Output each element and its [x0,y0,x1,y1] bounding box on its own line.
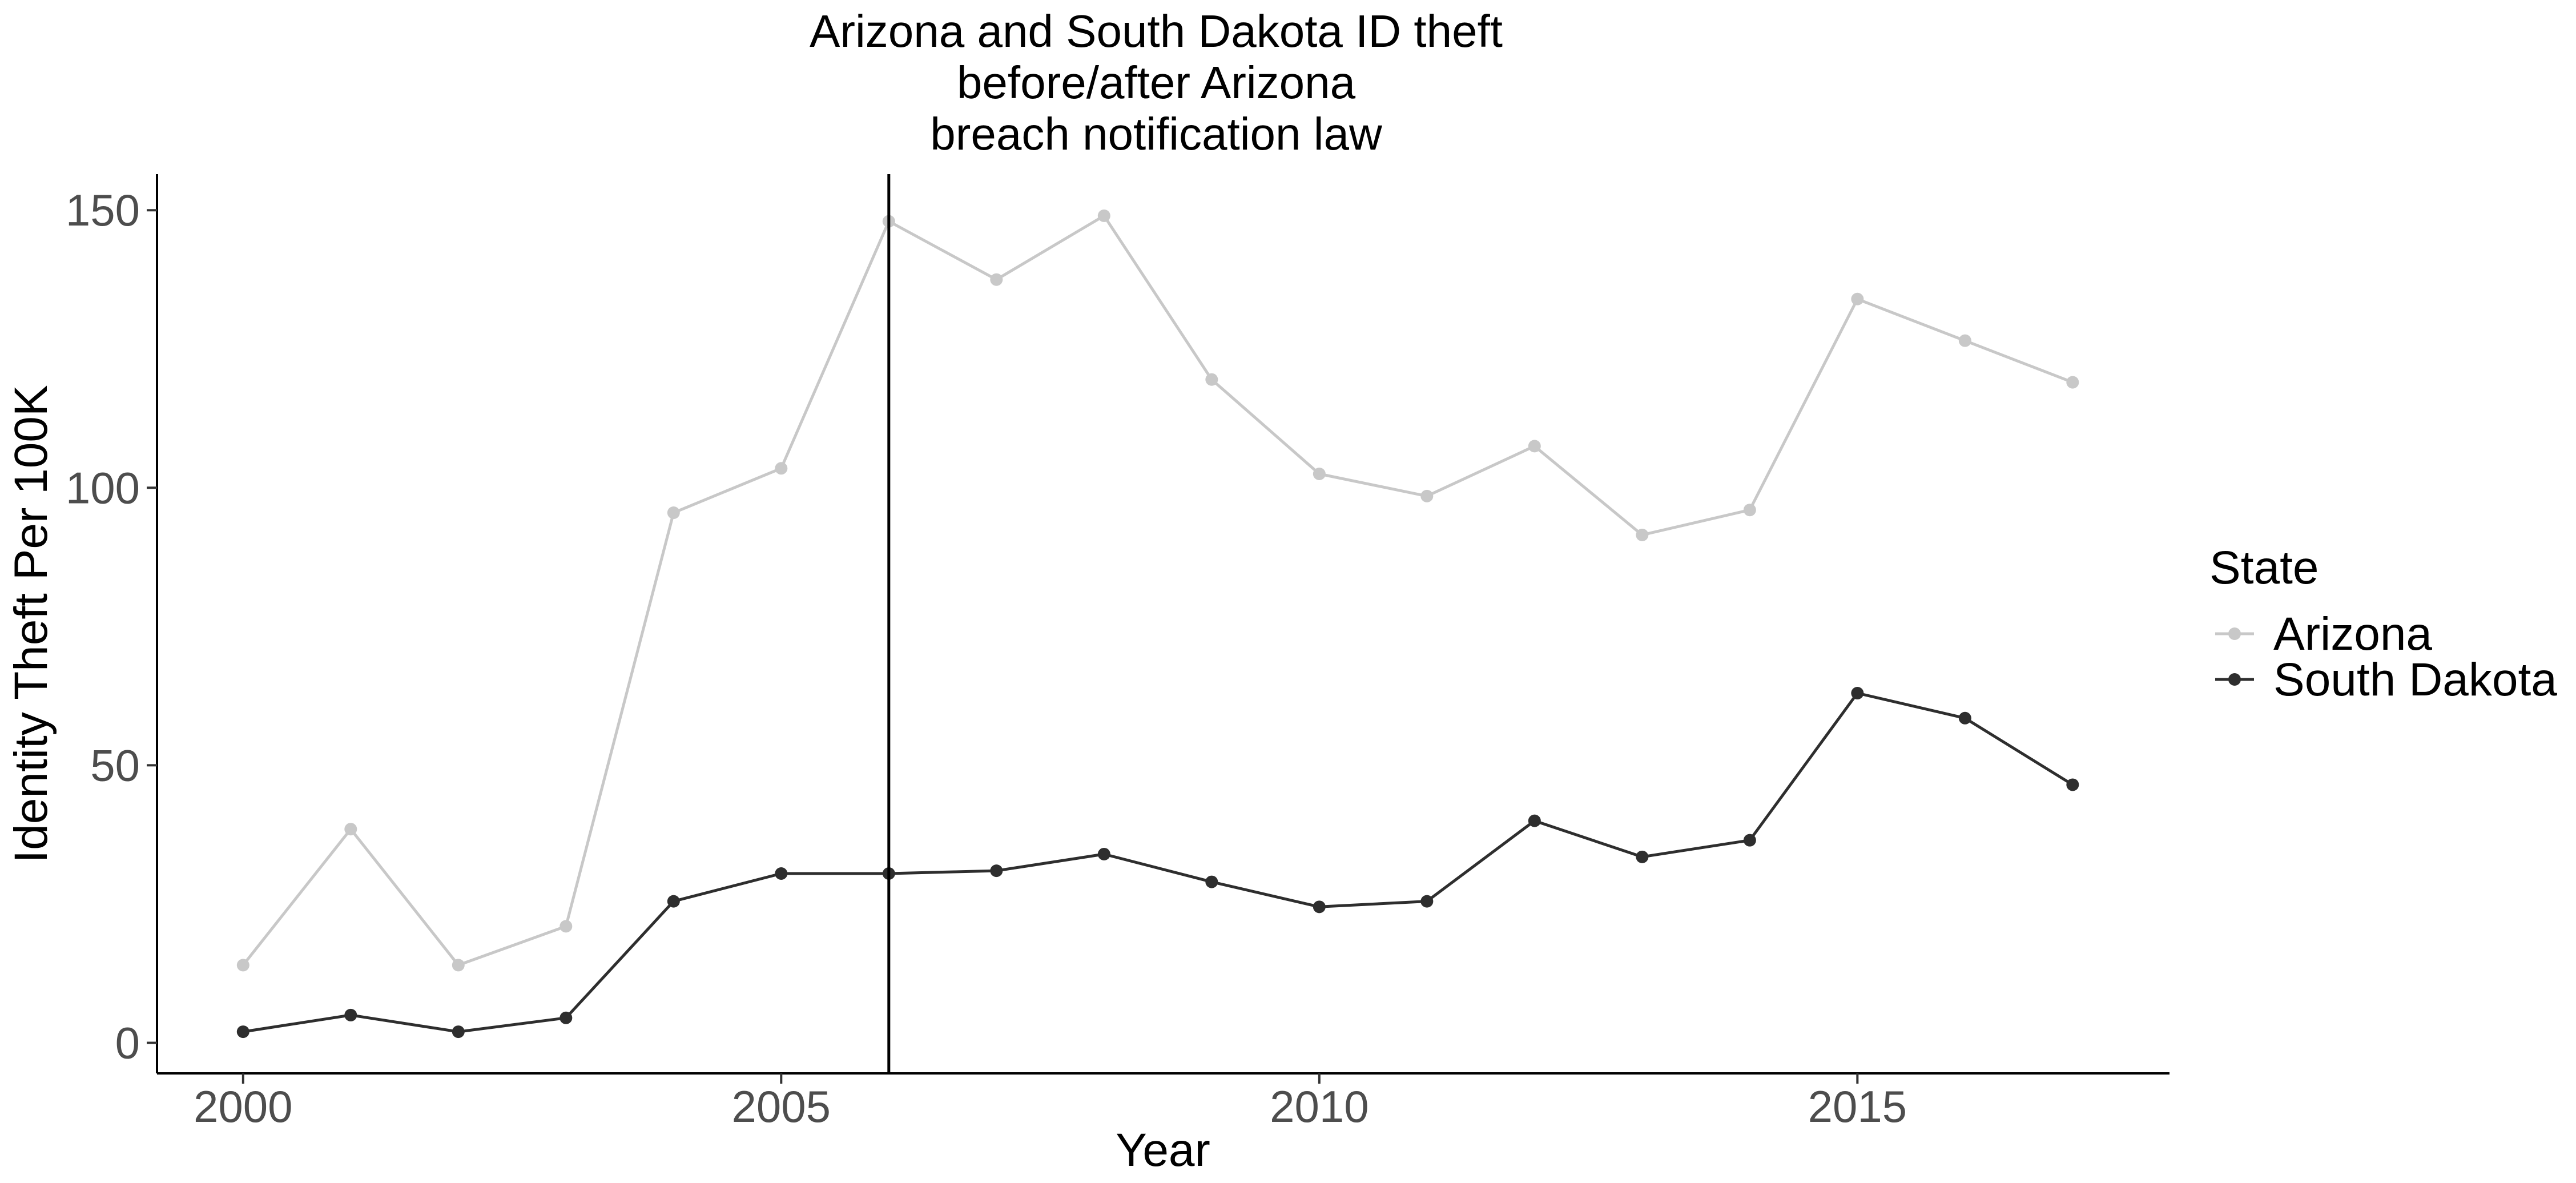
data-point-south-dakota [1528,814,1541,827]
title-line-2: before/after Arizona [957,57,1356,108]
chart-title: Arizona and South Dakota ID theft before… [810,6,1503,159]
data-point-south-dakota [775,867,788,880]
data-point-arizona [1420,489,1434,502]
data-point-south-dakota [2066,778,2079,791]
legend-item-south-dakota: South Dakota [2215,654,2557,706]
data-point-arizona [1097,209,1110,222]
x-tick-label: 2015 [1808,1081,1907,1132]
data-point-south-dakota [990,864,1003,878]
legend-label-south-dakota: South Dakota [2273,654,2557,706]
data-point-arizona [775,462,788,475]
data-point-arizona [990,273,1003,286]
data-point-arizona [2066,376,2079,389]
legend: State Arizona South Dakota [2209,542,2557,706]
legend-label-arizona: Arizona [2273,608,2432,660]
legend-title: State [2209,542,2319,594]
data-point-south-dakota [560,1011,573,1024]
legend-key-point-south-dakota [2228,673,2241,686]
series-line-south-dakota [243,691,2074,1033]
y-tick-label: 100 [66,462,140,513]
data-point-arizona [1636,528,1649,541]
title-line-3: breach notification law [930,108,1382,159]
data-point-south-dakota [1958,711,1971,725]
data-point-arizona [667,506,680,520]
y-tick-label: 0 [115,1018,140,1068]
data-point-arizona [236,959,249,972]
data-point-arizona [452,959,465,972]
data-point-south-dakota [1743,834,1756,847]
data-point-arizona [1958,334,1971,347]
y-axis-label: Identity Theft Per 100K [5,385,57,863]
y-tick-label: 50 [90,740,140,790]
data-point-south-dakota [236,1025,249,1039]
legend-key-point-arizona [2228,627,2241,640]
data-point-south-dakota [452,1025,465,1039]
data-point-south-dakota [344,1008,357,1021]
y-tick-label: 150 [66,185,140,235]
y-axis-ticks: 0 50 100 150 [66,185,157,1068]
data-point-arizona [1743,504,1756,517]
data-point-arizona [1851,292,1864,305]
data-point-south-dakota [1420,895,1434,908]
data-point-arizona [1528,440,1541,453]
data-point-arizona [560,920,573,933]
data-point-south-dakota [667,895,680,908]
plot-area [236,174,2079,1073]
series-line-arizona [242,214,2074,967]
x-axis-ticks: 2000 2005 2010 2015 [194,1073,1907,1132]
data-point-south-dakota [1313,900,1326,914]
x-tick-label: 2010 [1270,1081,1369,1132]
data-point-south-dakota [1636,850,1649,863]
data-point-south-dakota [1097,847,1110,860]
x-tick-label: 2005 [732,1081,831,1132]
data-point-south-dakota [1205,875,1218,888]
legend-item-arizona: Arizona [2215,608,2432,660]
data-point-arizona [1205,373,1218,386]
data-point-arizona [344,823,357,836]
x-axis-label: Year [1116,1124,1210,1176]
title-line-1: Arizona and South Dakota ID theft [810,6,1503,57]
data-point-arizona [1313,468,1326,480]
data-point-south-dakota [1851,687,1864,700]
x-tick-label: 2000 [194,1081,293,1132]
